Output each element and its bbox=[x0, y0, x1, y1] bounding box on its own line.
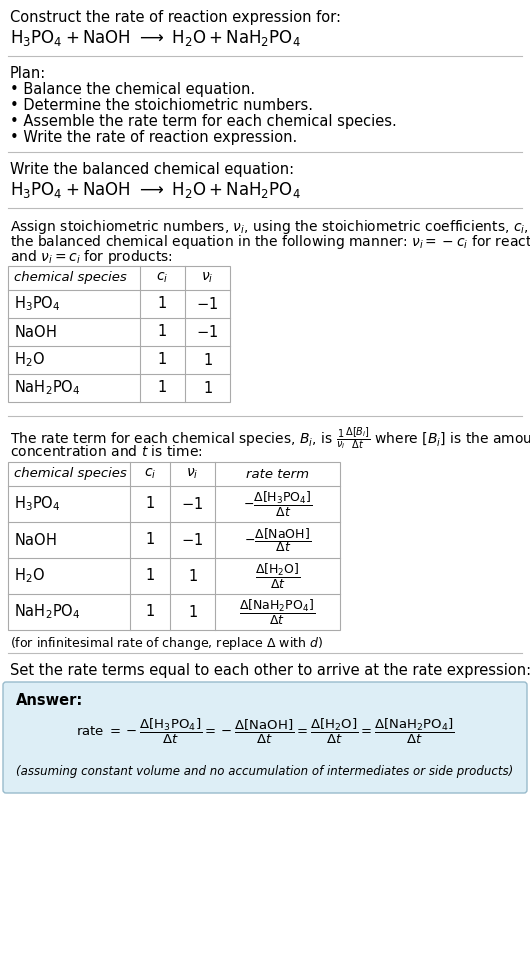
Text: $1$: $1$ bbox=[202, 380, 213, 396]
Text: $\mathrm{NaOH}$: $\mathrm{NaOH}$ bbox=[14, 324, 57, 340]
Text: Plan:: Plan: bbox=[10, 66, 46, 81]
Text: $-1$: $-1$ bbox=[181, 496, 204, 512]
Text: chemical species: chemical species bbox=[14, 468, 127, 480]
Text: $-1$: $-1$ bbox=[197, 296, 218, 312]
Text: $\mathrm{H_3PO_4}$: $\mathrm{H_3PO_4}$ bbox=[14, 295, 60, 313]
Text: $\mathrm{H_3PO_4 + NaOH\ \longrightarrow\ H_2O + NaH_2PO_4}$: $\mathrm{H_3PO_4 + NaOH\ \longrightarrow… bbox=[10, 180, 301, 200]
Text: $c_i$: $c_i$ bbox=[156, 270, 169, 285]
Text: Answer:: Answer: bbox=[16, 693, 83, 708]
Text: Set the rate terms equal to each other to arrive at the rate expression:: Set the rate terms equal to each other t… bbox=[10, 663, 530, 678]
Text: $-\dfrac{\Delta[\mathrm{H_3PO_4}]}{\Delta t}$: $-\dfrac{\Delta[\mathrm{H_3PO_4}]}{\Delt… bbox=[243, 490, 312, 518]
Text: $-\dfrac{\Delta[\mathrm{NaOH}]}{\Delta t}$: $-\dfrac{\Delta[\mathrm{NaOH}]}{\Delta t… bbox=[244, 526, 311, 554]
Text: 1: 1 bbox=[145, 533, 155, 548]
Text: rate $= -\dfrac{\Delta[\mathrm{H_3PO_4}]}{\Delta t} = -\dfrac{\Delta[\mathrm{NaO: rate $= -\dfrac{\Delta[\mathrm{H_3PO_4}]… bbox=[76, 716, 454, 746]
Text: Assign stoichiometric numbers, $\nu_i$, using the stoichiometric coefficients, $: Assign stoichiometric numbers, $\nu_i$, … bbox=[10, 218, 530, 236]
Text: $1$: $1$ bbox=[188, 604, 198, 620]
Text: Construct the rate of reaction expression for:: Construct the rate of reaction expressio… bbox=[10, 10, 341, 25]
Text: $\mathrm{NaH_2PO_4}$: $\mathrm{NaH_2PO_4}$ bbox=[14, 602, 81, 622]
Text: 1: 1 bbox=[145, 604, 155, 620]
Text: $1$: $1$ bbox=[188, 568, 198, 584]
Text: • Write the rate of reaction expression.: • Write the rate of reaction expression. bbox=[10, 130, 297, 145]
Text: $-1$: $-1$ bbox=[197, 324, 218, 340]
Bar bbox=[8, 462, 340, 630]
Text: $\dfrac{\Delta[\mathrm{H_2O}]}{\Delta t}$: $\dfrac{\Delta[\mathrm{H_2O}]}{\Delta t}… bbox=[255, 561, 301, 590]
Text: $\mathrm{H_2O}$: $\mathrm{H_2O}$ bbox=[14, 350, 45, 369]
FancyBboxPatch shape bbox=[3, 682, 527, 793]
Text: 1: 1 bbox=[158, 352, 167, 368]
Text: rate term: rate term bbox=[246, 468, 309, 480]
Text: The rate term for each chemical species, $B_i$, is $\frac{1}{\nu_i}\frac{\Delta[: The rate term for each chemical species,… bbox=[10, 426, 530, 452]
Text: $\nu_i$: $\nu_i$ bbox=[187, 467, 199, 481]
Text: $1$: $1$ bbox=[202, 352, 213, 368]
Text: • Balance the chemical equation.: • Balance the chemical equation. bbox=[10, 82, 255, 97]
Text: 1: 1 bbox=[145, 568, 155, 584]
Text: $\mathrm{NaH_2PO_4}$: $\mathrm{NaH_2PO_4}$ bbox=[14, 379, 81, 397]
Text: $\dfrac{\Delta[\mathrm{NaH_2PO_4}]}{\Delta t}$: $\dfrac{\Delta[\mathrm{NaH_2PO_4}]}{\Del… bbox=[240, 597, 315, 627]
Text: $\mathrm{H_3PO_4}$: $\mathrm{H_3PO_4}$ bbox=[14, 495, 60, 513]
Bar bbox=[8, 266, 230, 402]
Text: $\mathrm{NaOH}$: $\mathrm{NaOH}$ bbox=[14, 532, 57, 548]
Text: $\nu_i$: $\nu_i$ bbox=[201, 270, 214, 285]
Text: 1: 1 bbox=[158, 381, 167, 395]
Text: 1: 1 bbox=[145, 497, 155, 511]
Text: • Determine the stoichiometric numbers.: • Determine the stoichiometric numbers. bbox=[10, 98, 313, 113]
Text: • Assemble the rate term for each chemical species.: • Assemble the rate term for each chemic… bbox=[10, 114, 397, 129]
Text: the balanced chemical equation in the following manner: $\nu_i = -c_i$ for react: the balanced chemical equation in the fo… bbox=[10, 233, 530, 251]
Text: chemical species: chemical species bbox=[14, 271, 127, 284]
Text: $\mathrm{H_3PO_4 + NaOH\ \longrightarrow\ H_2O + NaH_2PO_4}$: $\mathrm{H_3PO_4 + NaOH\ \longrightarrow… bbox=[10, 28, 301, 48]
Text: and $\nu_i = c_i$ for products:: and $\nu_i = c_i$ for products: bbox=[10, 248, 173, 266]
Text: $\mathrm{H_2O}$: $\mathrm{H_2O}$ bbox=[14, 567, 45, 586]
Text: Write the balanced chemical equation:: Write the balanced chemical equation: bbox=[10, 162, 294, 177]
Text: (for infinitesimal rate of change, replace $\Delta$ with $d$): (for infinitesimal rate of change, repla… bbox=[10, 635, 323, 652]
Text: $-1$: $-1$ bbox=[181, 532, 204, 548]
Text: 1: 1 bbox=[158, 324, 167, 340]
Text: (assuming constant volume and no accumulation of intermediates or side products): (assuming constant volume and no accumul… bbox=[16, 765, 514, 778]
Text: 1: 1 bbox=[158, 297, 167, 311]
Text: concentration and $t$ is time:: concentration and $t$ is time: bbox=[10, 444, 202, 459]
Text: $c_i$: $c_i$ bbox=[144, 467, 156, 481]
